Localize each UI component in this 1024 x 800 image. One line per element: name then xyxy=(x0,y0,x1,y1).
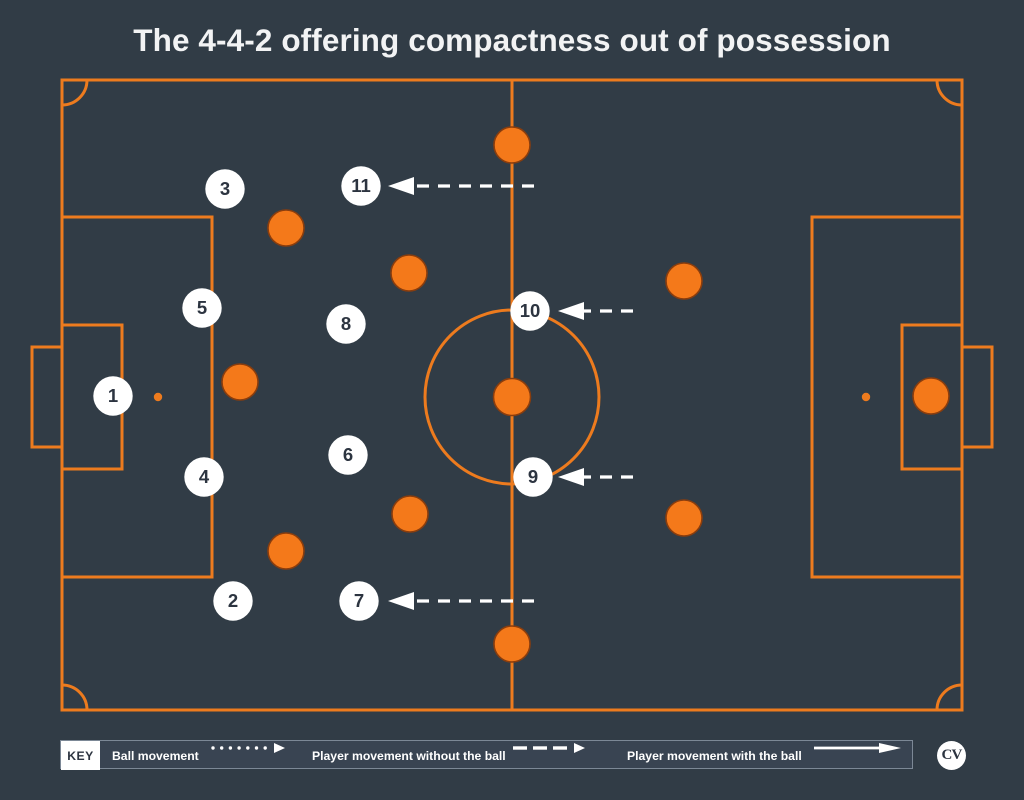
svg-text:6: 6 xyxy=(343,444,353,465)
svg-text:8: 8 xyxy=(341,313,351,334)
svg-text:4: 4 xyxy=(199,466,210,487)
svg-text:7: 7 xyxy=(354,590,364,611)
svg-text:3: 3 xyxy=(220,178,230,199)
svg-text:10: 10 xyxy=(520,300,541,321)
svg-text:5: 5 xyxy=(197,297,207,318)
svg-text:2: 2 xyxy=(228,590,238,611)
svg-text:1: 1 xyxy=(108,385,118,406)
svg-text:9: 9 xyxy=(528,466,538,487)
svg-text:11: 11 xyxy=(351,175,371,196)
